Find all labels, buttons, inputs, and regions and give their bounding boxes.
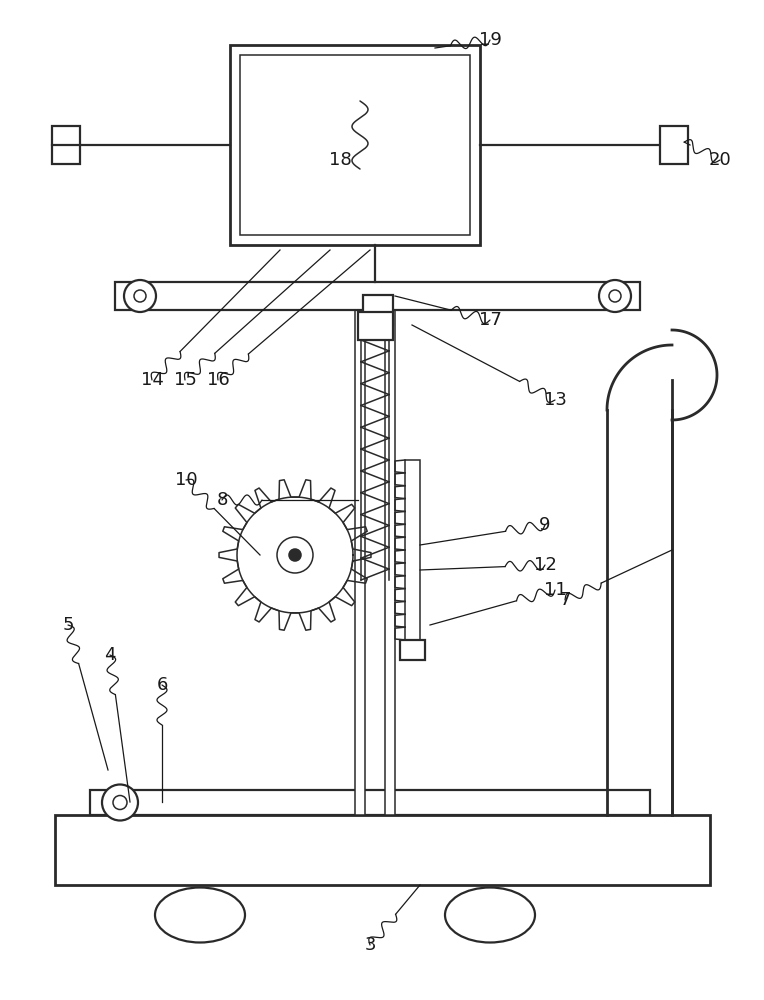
Bar (385, 300, 395, 815)
Text: 13: 13 (543, 391, 566, 409)
Ellipse shape (445, 888, 535, 942)
Text: 8: 8 (216, 491, 228, 509)
Bar (55, 815, 710, 885)
Text: 19: 19 (478, 31, 501, 49)
Text: 14: 14 (141, 371, 163, 389)
Circle shape (599, 280, 631, 312)
Bar (90, 790, 650, 815)
Bar (400, 640, 425, 660)
Circle shape (113, 796, 127, 810)
Text: 16: 16 (206, 371, 229, 389)
Circle shape (102, 784, 138, 820)
Bar (355, 300, 365, 815)
Ellipse shape (155, 888, 245, 942)
Bar (363, 295, 393, 325)
Bar (405, 460, 420, 640)
Text: 3: 3 (364, 936, 376, 954)
Text: 4: 4 (104, 646, 116, 664)
Bar (660, 126, 688, 164)
Circle shape (609, 290, 621, 302)
Text: 18: 18 (329, 151, 351, 169)
Text: 10: 10 (175, 471, 197, 489)
Text: 5: 5 (62, 616, 74, 634)
Bar (52, 126, 80, 164)
Circle shape (134, 290, 146, 302)
Text: 7: 7 (559, 591, 571, 609)
Text: 6: 6 (157, 676, 167, 694)
Bar (358, 312, 393, 340)
Circle shape (289, 549, 301, 561)
Text: 20: 20 (709, 151, 731, 169)
Bar (240, 55, 470, 235)
Text: 15: 15 (173, 371, 196, 389)
Text: 17: 17 (478, 311, 501, 329)
Bar (230, 45, 480, 245)
Circle shape (124, 280, 156, 312)
Text: 12: 12 (533, 556, 556, 574)
Text: 11: 11 (544, 581, 566, 599)
Text: 9: 9 (539, 516, 551, 534)
Circle shape (277, 537, 313, 573)
Bar (115, 282, 640, 310)
